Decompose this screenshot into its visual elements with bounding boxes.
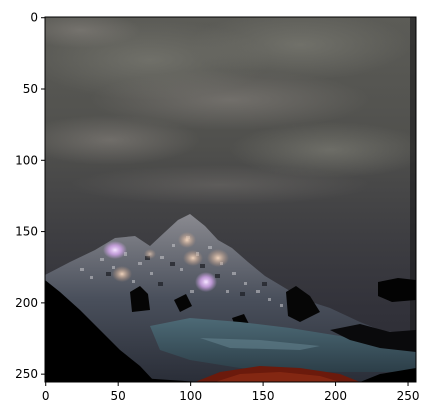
x-tick-label: 150 <box>252 389 275 403</box>
x-tick-label: 100 <box>179 389 202 403</box>
y-tick-label: 150 <box>15 225 38 239</box>
axes-frame <box>44 16 417 383</box>
mountain-landscape-image <box>45 17 416 382</box>
y-tick-label: 0 <box>30 11 38 25</box>
x-axis: 0 50 100 150 200 250 <box>42 382 420 403</box>
y-axis: 0 50 100 150 200 250 <box>15 11 45 381</box>
y-tick-label: 100 <box>15 153 38 167</box>
x-tick-label: 0 <box>42 389 50 403</box>
y-tick-label: 50 <box>23 82 38 96</box>
x-tick-label: 50 <box>111 389 126 403</box>
y-tick-label: 250 <box>15 367 38 381</box>
x-tick-label: 200 <box>324 389 347 403</box>
x-tick-label: 250 <box>397 389 420 403</box>
y-tick-label: 200 <box>15 296 38 310</box>
